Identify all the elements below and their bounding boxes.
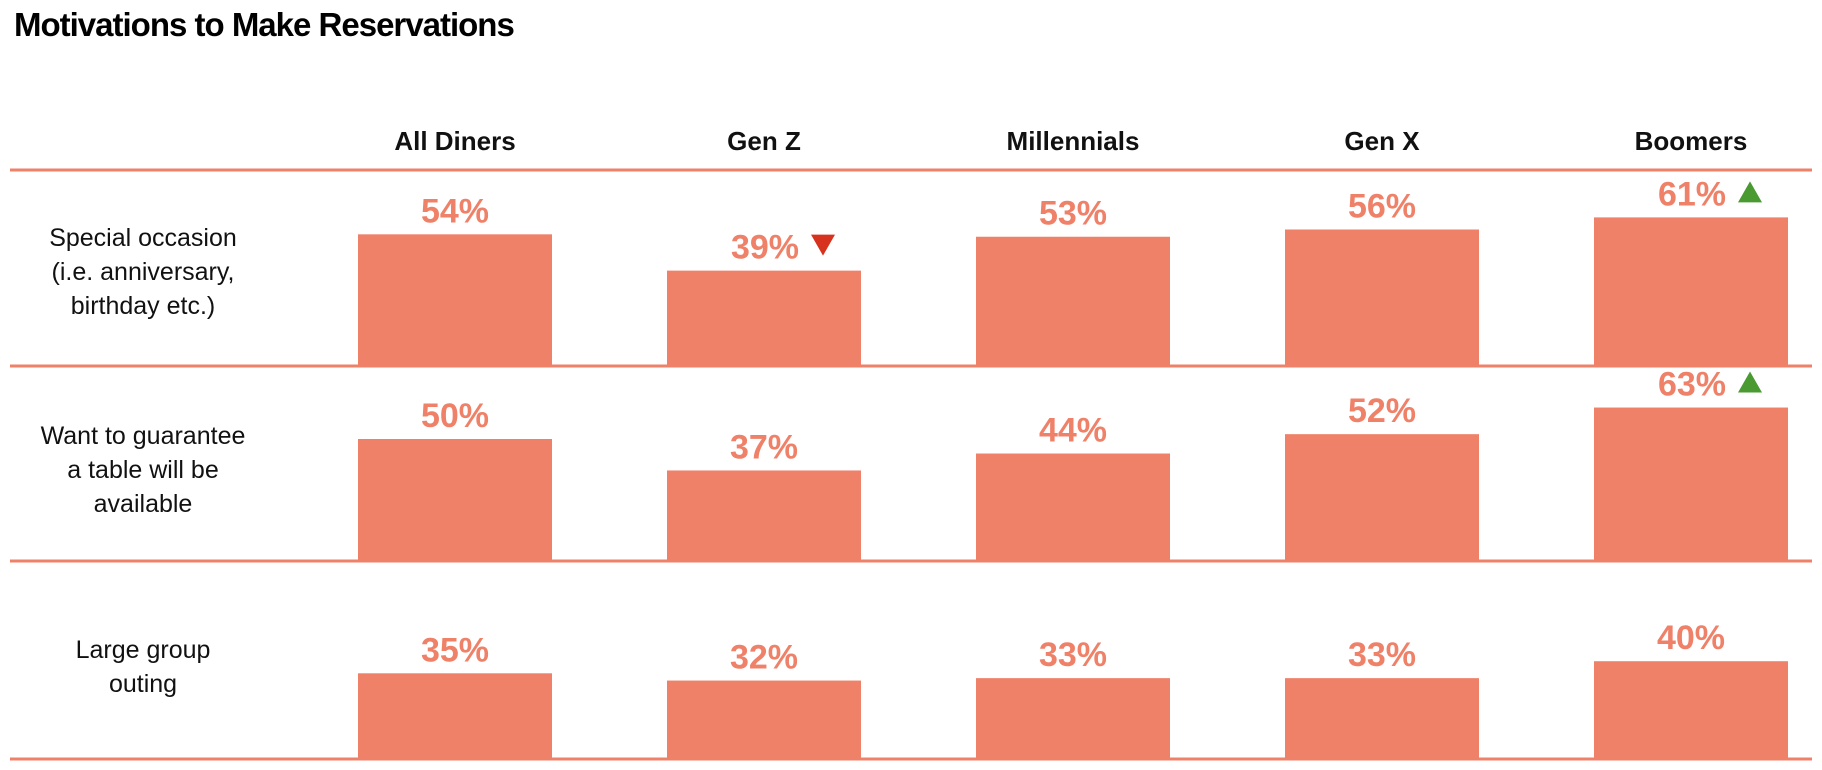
data-label: 35% (421, 631, 489, 669)
bar (1285, 434, 1479, 560)
data-label: 52% (1348, 392, 1416, 430)
data-label: 39% (731, 229, 799, 267)
bar (667, 680, 861, 758)
data-label: 33% (1039, 636, 1107, 674)
bar (1594, 407, 1788, 560)
column-header: Gen X (1344, 126, 1420, 156)
data-label: 63% (1658, 366, 1726, 404)
bar (667, 470, 861, 560)
bar (1594, 217, 1788, 365)
data-label: 61% (1658, 175, 1726, 213)
row-label: Special occasion (i.e. anniversary, birthd… (49, 224, 237, 320)
data-label: 40% (1657, 619, 1725, 657)
up-arrow-icon (1738, 371, 1762, 393)
data-label: 33% (1348, 636, 1416, 674)
bar (1594, 661, 1788, 758)
column-header: Boomers (1635, 126, 1748, 156)
data-label: 37% (730, 428, 798, 466)
bar (1285, 678, 1479, 758)
data-label: 50% (421, 397, 489, 435)
bar (358, 439, 552, 560)
bar (358, 673, 552, 758)
data-label: 32% (730, 639, 798, 677)
bar (1285, 229, 1479, 365)
row-label: Large group outing (76, 636, 211, 698)
data-label: 44% (1039, 412, 1107, 450)
column-header: All Diners (394, 126, 515, 156)
up-arrow-icon (1738, 181, 1762, 203)
bar (976, 678, 1170, 758)
data-label: 56% (1348, 187, 1416, 225)
column-header: Gen Z (727, 126, 801, 156)
data-label: 54% (421, 192, 489, 230)
bar (667, 270, 861, 365)
data-label: 53% (1039, 195, 1107, 233)
chart-title: Motivations to Make Reservations (14, 6, 515, 43)
bar (358, 234, 552, 365)
bar (976, 453, 1170, 560)
down-arrow-icon (811, 234, 835, 256)
column-header: Millennials (1007, 126, 1140, 156)
row-label: Want to guarantee a table will be availabl… (41, 422, 246, 518)
bar (976, 236, 1170, 365)
